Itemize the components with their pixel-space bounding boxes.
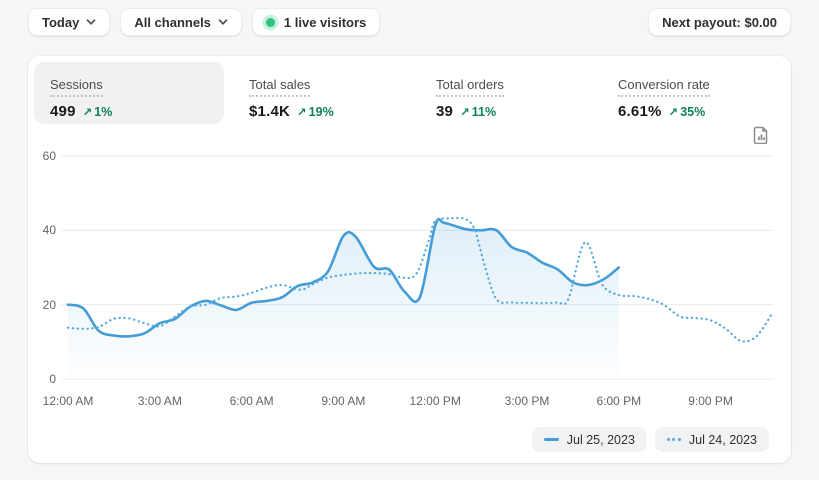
metric-value: $1.4K [249, 103, 291, 120]
x-tick-label: 3:00 PM [504, 394, 550, 408]
solid-line-swatch-icon [543, 438, 559, 441]
live-visitors-label: 1 live visitors [283, 14, 367, 30]
metric-delta: ↗ 19% [297, 105, 334, 119]
increase-arrow-icon: ↗ [82, 107, 93, 119]
metric-value: 6.61% [618, 103, 662, 120]
dotted-line-swatch-icon [666, 438, 681, 441]
metric-label: Total orders [436, 77, 504, 97]
series-line-jul-24-2023 [66, 216, 773, 343]
metric-tab-total-sales[interactable]: Total sales $1.4K ↗ 19% [233, 62, 350, 124]
increase-arrow-icon: ↗ [297, 107, 307, 119]
metric-delta: ↗ 1% [82, 105, 113, 119]
increase-arrow-icon: ↗ [460, 107, 470, 119]
x-tick-label: 6:00 AM [229, 394, 274, 408]
live-visitors-badge[interactable]: 1 live visitors [251, 8, 381, 36]
x-axis: 12:00 AM 3:00 AM 6:00 AM 9:00 AM 12:00 PM 3:0… [28, 394, 791, 410]
chevron-down-icon [86, 19, 96, 25]
metric-delta: ↗ 11% [460, 105, 497, 119]
y-tick-label: 0 [49, 372, 56, 386]
series-line-jul-25-2023 [66, 217, 621, 338]
metric-label: Sessions [50, 77, 103, 97]
channel-filter-button[interactable]: All channels [120, 8, 242, 36]
next-payout-button[interactable]: Next payout: $0.00 [648, 8, 791, 36]
legend-label: Jul 25, 2023 [566, 432, 635, 447]
x-tick-label: 6:00 PM [596, 394, 642, 408]
metric-tab-total-orders[interactable]: Total orders 39 ↗ 11% [420, 62, 520, 124]
metric-label: Total sales [249, 77, 311, 97]
date-range-label: Today [42, 14, 80, 30]
metric-tab-conversion-rate[interactable]: Conversion rate 6.61% ↗ 35% [602, 62, 726, 124]
next-payout-label: Next payout: $0.00 [662, 14, 777, 30]
metric-value: 39 [436, 103, 454, 120]
metric-label: Conversion rate [618, 77, 710, 97]
x-tick-label: 3:00 AM [137, 394, 182, 408]
increase-arrow-icon: ↗ [668, 107, 679, 119]
analytics-card: Sessions 499 ↗ 1% Total sales $1.4K ↗ 19% … [28, 56, 791, 463]
x-tick-label: 9:00 AM [321, 394, 366, 408]
live-indicator-dot-icon [265, 17, 275, 27]
metric-tab-sessions[interactable]: Sessions 499 ↗ 1% [34, 62, 224, 124]
metric-delta: ↗ 35% [668, 105, 706, 119]
legend-item-jul-25[interactable]: Jul 25, 2023 [531, 427, 647, 452]
x-tick-label: 9:00 PM [688, 394, 733, 408]
sessions-chart [62, 155, 774, 380]
chevron-down-icon [218, 19, 228, 25]
channel-filter-label: All channels [134, 14, 211, 30]
topbar: Today All channels 1 live visitors Next … [28, 8, 791, 36]
x-tick-label: 12:00 AM [42, 394, 94, 408]
legend-item-jul-24[interactable]: Jul 24, 2023 [654, 427, 769, 452]
legend: Jul 25, 2023 Jul 24, 2023 [531, 427, 769, 452]
export-report-button[interactable] [750, 124, 772, 146]
y-tick-label: 20 [42, 297, 56, 312]
topbar-filters: Today All channels 1 live visitors [28, 8, 381, 36]
series-area-fill [68, 219, 619, 379]
metric-value: 499 [50, 103, 76, 120]
y-tick-label: 40 [42, 223, 56, 238]
report-file-icon [753, 126, 768, 144]
x-tick-label: 12:00 PM [409, 394, 461, 408]
date-range-button[interactable]: Today [28, 8, 111, 36]
legend-label: Jul 24, 2023 [688, 432, 757, 447]
y-tick-label: 60 [42, 148, 56, 163]
